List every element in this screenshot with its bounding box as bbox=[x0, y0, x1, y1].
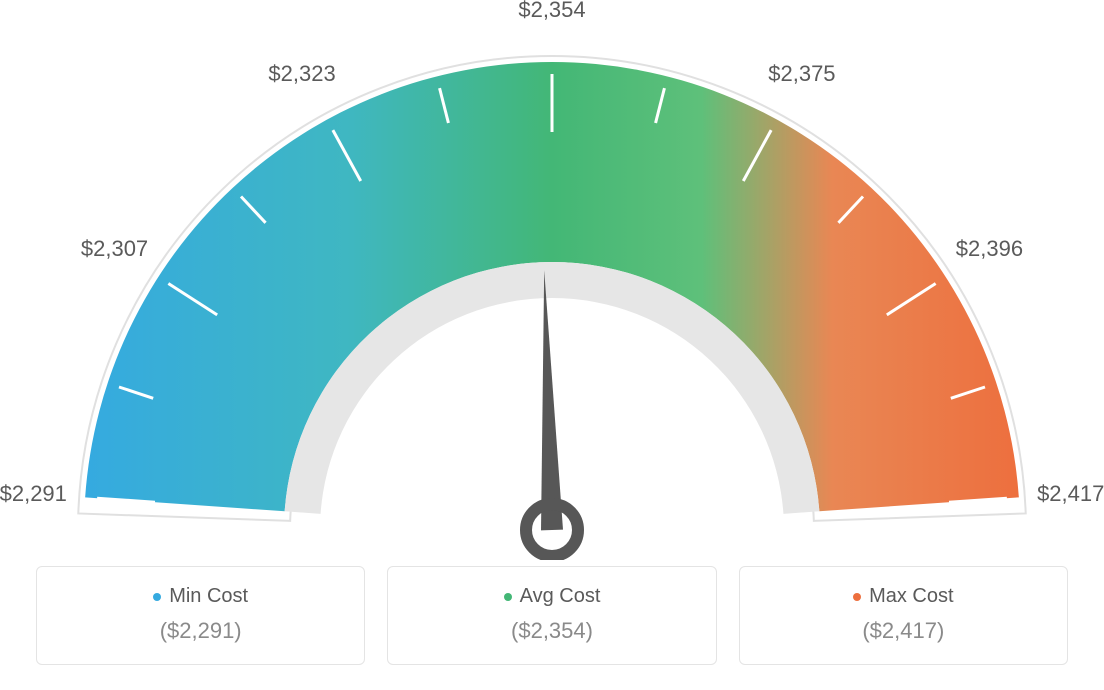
avg-cost-card: Avg Cost ($2,354) bbox=[387, 566, 716, 665]
gauge-area: $2,291 $2,307 $2,323 $2,354 $2,375 $2,396 $2,4… bbox=[0, 0, 1104, 560]
cost-gauge-root: $2,291 $2,307 $2,323 $2,354 $2,375 $2,396 $2,4… bbox=[0, 0, 1104, 690]
gauge-tick-label: $2,307 bbox=[81, 236, 148, 262]
gauge-tick-label: $2,375 bbox=[768, 61, 835, 87]
gauge-tick-label: $2,291 bbox=[0, 481, 67, 507]
gauge-tick-label: $2,354 bbox=[518, 0, 585, 23]
gauge-svg bbox=[0, 0, 1104, 560]
min-cost-title-row: Min Cost bbox=[57, 585, 344, 608]
min-cost-card: Min Cost ($2,291) bbox=[36, 566, 365, 665]
summary-cards: Min Cost ($2,291) Avg Cost ($2,354) Max … bbox=[0, 566, 1104, 665]
avg-cost-label: Avg Cost bbox=[520, 585, 601, 608]
min-dot-icon bbox=[153, 593, 161, 601]
max-cost-card: Max Cost ($2,417) bbox=[739, 566, 1068, 665]
gauge-tick-label: $2,396 bbox=[956, 236, 1023, 262]
max-dot-icon bbox=[853, 593, 861, 601]
avg-cost-value: ($2,354) bbox=[408, 618, 695, 644]
max-cost-title-row: Max Cost bbox=[760, 585, 1047, 608]
min-cost-label: Min Cost bbox=[169, 585, 248, 608]
max-cost-label: Max Cost bbox=[869, 585, 953, 608]
min-cost-value: ($2,291) bbox=[57, 618, 344, 644]
avg-cost-title-row: Avg Cost bbox=[408, 585, 695, 608]
avg-dot-icon bbox=[504, 593, 512, 601]
gauge-tick-label: $2,417 bbox=[1037, 481, 1104, 507]
gauge-tick-label: $2,323 bbox=[268, 61, 335, 87]
max-cost-value: ($2,417) bbox=[760, 618, 1047, 644]
